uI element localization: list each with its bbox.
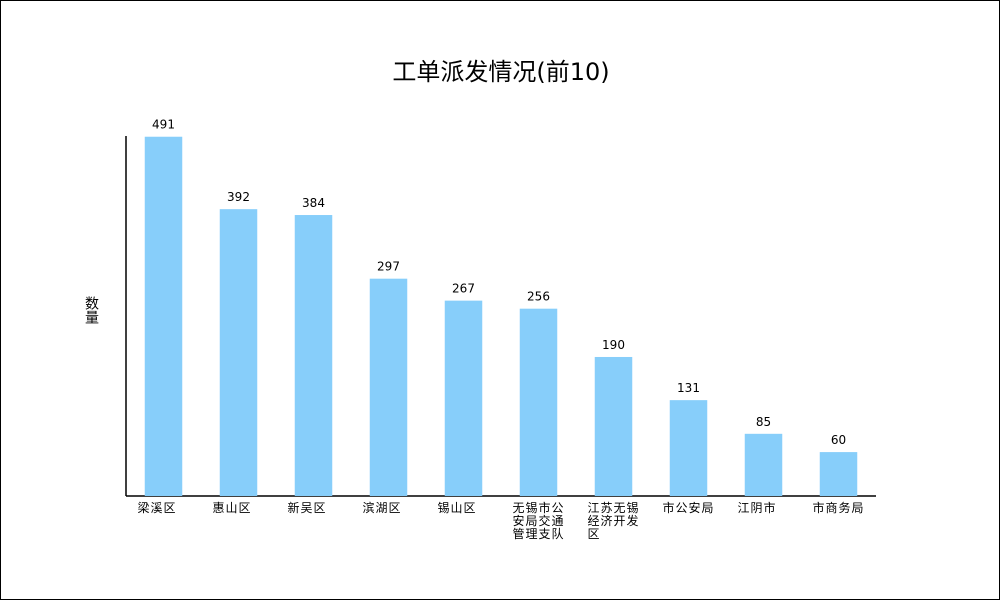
bar: [669, 400, 708, 496]
bar: [519, 308, 558, 496]
data-label: 256: [527, 290, 550, 304]
bar: [144, 136, 183, 497]
bar: [369, 278, 408, 496]
x-tick-label: 市公安局: [662, 501, 715, 515]
bar: [444, 300, 483, 496]
y-axis-label: 数量: [83, 296, 99, 324]
bar: [219, 209, 258, 497]
x-tick-label: 惠山区: [212, 501, 252, 515]
x-tick-label: 锡山区: [437, 501, 477, 515]
x-tick-label: 梁溪区: [137, 501, 177, 515]
data-label: 392: [227, 190, 250, 204]
data-label: 131: [677, 381, 700, 395]
x-tick-label: 江阴市: [737, 501, 777, 515]
x-tick-label: 无锡市公安局交通管理支队: [512, 501, 565, 541]
data-label: 85: [756, 415, 771, 429]
data-label: 384: [302, 196, 325, 210]
data-label: 491: [152, 118, 175, 132]
x-tick-label: 新吴区: [287, 501, 327, 515]
x-tick-label: 市商务局: [812, 501, 865, 515]
data-label: 267: [452, 282, 475, 296]
bar: [294, 215, 333, 496]
x-tick-label: 滨湖区: [362, 501, 402, 515]
x-tick-label: 江苏无锡经济开发区: [587, 501, 640, 541]
chart-title: 工单派发情况(前10): [392, 58, 609, 86]
bar: [594, 356, 633, 496]
data-label: 190: [602, 338, 625, 352]
bar: [744, 433, 783, 496]
data-label: 297: [377, 260, 400, 274]
bar: [819, 452, 858, 496]
data-label: 60: [831, 433, 846, 447]
